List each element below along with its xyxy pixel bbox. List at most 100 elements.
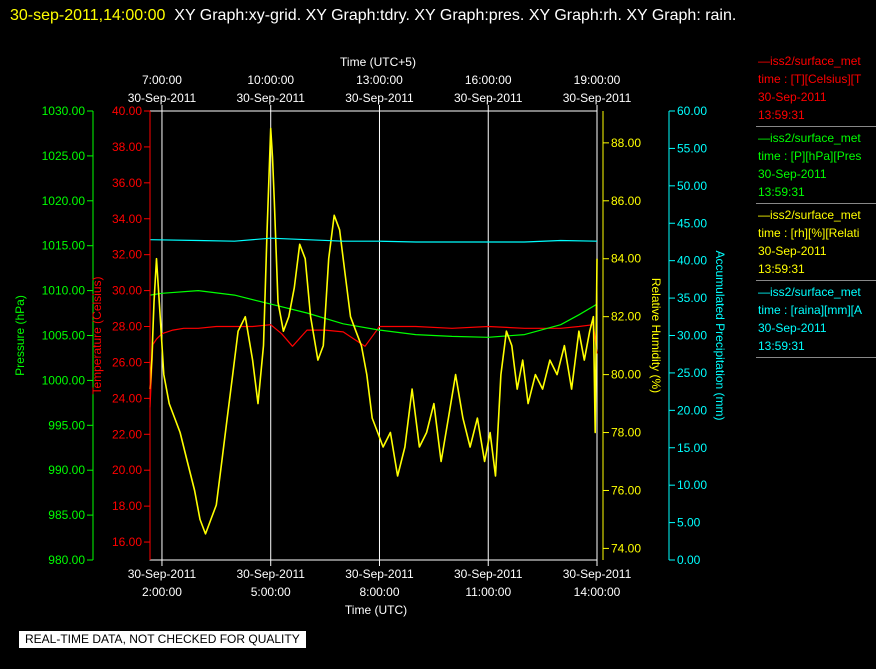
bottom-axis-tick-label: 30-Sep-2011 (236, 567, 305, 581)
legend-detail: time : [rh][%][Relati (758, 226, 860, 240)
series-line-humidity (149, 127, 598, 535)
top-axis-tick-label: 30-Sep-2011 (454, 91, 523, 105)
humidity-tick-label: 82.00 (611, 310, 641, 324)
temperature-tick-label: 16.00 (112, 535, 142, 549)
pressure-tick-label: 1025.00 (42, 149, 86, 163)
temperature-tick-label: 38.00 (112, 140, 142, 154)
bottom-axis-tick-label: 11:00:00 (465, 585, 511, 599)
temperature-axis-title: Temperature (Celsius) (90, 276, 104, 394)
precipitation-tick-label: 0.00 (677, 553, 701, 567)
axis-layer: 980.00 985.00 990.00 995.00 1000.00 1005.00 10… (13, 55, 727, 617)
humidity-tick-label: 88.00 (611, 136, 641, 150)
temperature-tick-label: 18.00 (112, 499, 142, 513)
legend-series-name: —iss2/surface_met (758, 208, 861, 222)
bottom-axis-tick-label: 30-Sep-2011 (563, 567, 632, 581)
legend-series-name: —iss2/surface_met (758, 54, 861, 68)
bottom-axis-tick-label: 5:00:00 (251, 585, 291, 599)
legend-series-name: —iss2/surface_met (758, 285, 861, 299)
legend-detail: 30-Sep-2011 (758, 167, 827, 181)
precipitation-tick-label: 50.00 (677, 179, 707, 193)
humidity-tick-label: 80.00 (611, 368, 641, 382)
top-axis-tick-label: 13:00:00 (356, 73, 403, 87)
legend-detail: 30-Sep-2011 (758, 90, 827, 104)
bottom-axis-tick-label: 30-Sep-2011 (345, 567, 414, 581)
precipitation-tick-label: 5.00 (677, 516, 701, 530)
legend-detail: time : [P][hPa][Pres (758, 149, 862, 163)
chart-header: 30-sep-2011,14:00:00 XY Graph:xy-grid. X… (10, 2, 750, 29)
temperature-tick-label: 26.00 (112, 355, 142, 369)
legend-detail: time : [raina][mm][A (758, 303, 863, 317)
precipitation-axis-title: Accumulated Precipitation (mm) (713, 250, 727, 420)
legend-series-name: —iss2/surface_met (758, 131, 861, 145)
legend-detail: 30-Sep-2011 (758, 321, 827, 335)
precipitation-tick-label: 35.00 (677, 291, 707, 305)
pressure-tick-label: 980.00 (48, 553, 85, 567)
pressure-tick-label: 1030.00 (42, 104, 86, 118)
precipitation-tick-label: 55.00 (677, 141, 707, 155)
pressure-tick-label: 990.00 (48, 463, 85, 477)
pressure-axis-title: Pressure (hPa) (13, 295, 27, 376)
header-graph-list: XY Graph:xy-grid. XY Graph:tdry. XY Grap… (174, 7, 737, 24)
humidity-tick-label: 78.00 (611, 426, 641, 440)
bottom-axis-tick-label: 8:00:00 (359, 585, 399, 599)
pressure-tick-label: 1010.00 (42, 284, 86, 298)
temperature-tick-label: 40.00 (112, 104, 142, 118)
temperature-tick-label: 32.00 (112, 248, 142, 262)
legend-detail: 13:59:31 (758, 108, 805, 122)
humidity-tick-label: 84.00 (611, 252, 641, 266)
precipitation-tick-label: 15.00 (677, 441, 707, 455)
top-axis-tick-label: 30-Sep-2011 (128, 91, 197, 105)
quality-notice: REAL-TIME DATA, NOT CHECKED FOR QUALITY (19, 631, 306, 648)
series-line-pressure (149, 290, 598, 338)
pressure-tick-label: 1000.00 (42, 373, 86, 387)
top-axis-title: Time (UTC+5) (340, 55, 416, 69)
legend: —iss2/surface_met time : [T][Celsius][T 30… (756, 50, 876, 358)
temperature-tick-label: 28.00 (112, 320, 142, 334)
bottom-axis-tick-label: 2:00:00 (142, 585, 182, 599)
humidity-tick-label: 76.00 (611, 483, 641, 497)
temperature-tick-label: 36.00 (112, 176, 142, 190)
temperature-tick-label: 24.00 (112, 391, 142, 405)
pressure-tick-label: 1015.00 (42, 239, 86, 253)
legend-detail: 13:59:31 (758, 339, 805, 353)
temperature-tick-label: 30.00 (112, 284, 142, 298)
series-line-temperature (149, 324, 598, 408)
top-axis-tick-label: 10:00:00 (247, 73, 294, 87)
precipitation-tick-label: 30.00 (677, 329, 707, 343)
precipitation-tick-label: 40.00 (677, 254, 707, 268)
bottom-axis-title: Time (UTC) (345, 603, 407, 617)
humidity-axis-title: Relative Humidity (%) (649, 278, 663, 393)
bottom-axis-tick-label: 14:00:00 (574, 585, 621, 599)
temperature-tick-label: 22.00 (112, 427, 142, 441)
humidity-tick-label: 86.00 (611, 194, 641, 208)
legend-detail: 13:59:31 (758, 262, 805, 276)
pressure-tick-label: 995.00 (48, 418, 85, 432)
humidity-tick-label: 74.00 (611, 541, 641, 555)
temperature-tick-label: 34.00 (112, 212, 142, 226)
top-axis-tick-label: 16:00:00 (465, 73, 512, 87)
header-timestamp: 30-sep-2011,14:00:00 (10, 7, 166, 24)
precipitation-tick-label: 20.00 (677, 403, 707, 417)
temperature-tick-label: 20.00 (112, 463, 142, 477)
precipitation-tick-label: 10.00 (677, 478, 707, 492)
precipitation-tick-label: 45.00 (677, 216, 707, 230)
legend-detail: 13:59:31 (758, 185, 805, 199)
top-axis-tick-label: 30-Sep-2011 (236, 91, 305, 105)
pressure-tick-label: 1020.00 (42, 194, 86, 208)
top-axis-tick-label: 30-Sep-2011 (563, 91, 632, 105)
series-line-precipitation (149, 237, 598, 243)
pressure-tick-label: 985.00 (48, 508, 85, 522)
pressure-tick-label: 1005.00 (42, 329, 86, 343)
precipitation-tick-label: 60.00 (677, 104, 707, 118)
bottom-axis-tick-label: 30-Sep-2011 (454, 567, 523, 581)
top-axis-tick-label: 7:00:00 (142, 73, 182, 87)
bottom-axis-tick-label: 30-Sep-2011 (128, 567, 197, 581)
top-axis-tick-label: 30-Sep-2011 (345, 91, 414, 105)
legend-detail: time : [T][Celsius][T (758, 72, 862, 86)
legend-detail: 30-Sep-2011 (758, 244, 827, 258)
